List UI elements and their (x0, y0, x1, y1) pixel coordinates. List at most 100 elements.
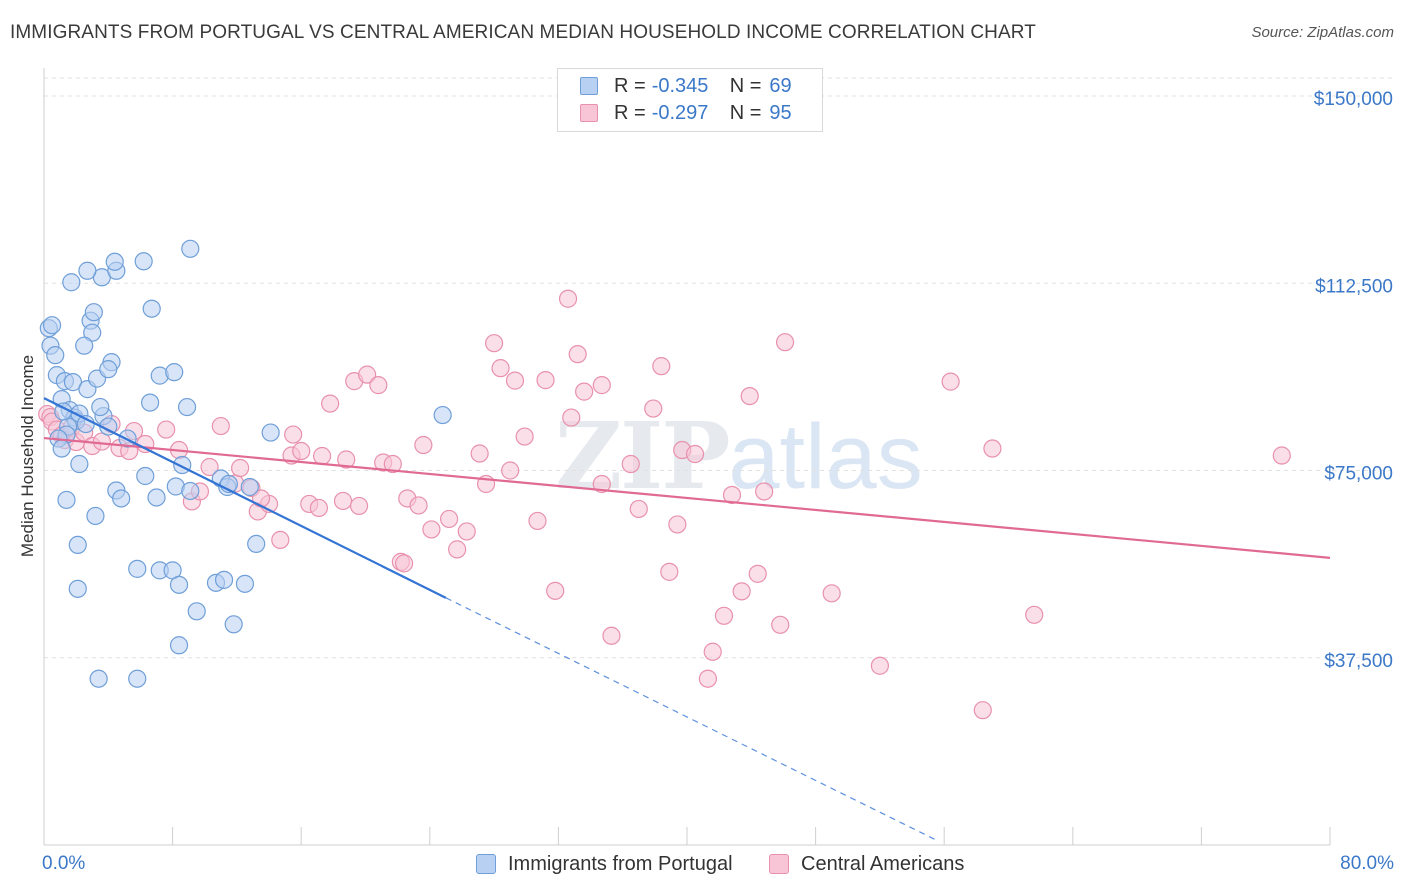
legend-n-label: N = (729, 74, 762, 97)
point-central-americans (337, 450, 356, 469)
legend-n-value: 69 (769, 74, 792, 97)
point-central-americans (870, 656, 890, 675)
point-central-americans (501, 461, 520, 480)
point-portugal (136, 466, 155, 486)
point-portugal (181, 481, 200, 501)
y-tick-label: $37,500 (1324, 651, 1393, 672)
point-central-americans (394, 554, 414, 573)
y-tick-label: $112,500 (1315, 276, 1393, 297)
x-tick-label-min: 0.0% (42, 853, 85, 874)
point-portugal (224, 615, 243, 634)
point-central-americans (321, 394, 340, 413)
point-central-americans (470, 444, 489, 463)
point-portugal (86, 506, 105, 526)
point-central-americans (973, 701, 992, 720)
trend-extension-portugal (445, 597, 937, 841)
point-central-americans (369, 376, 388, 395)
legend-swatch-portugal (580, 77, 598, 95)
point-central-americans (457, 522, 476, 541)
point-portugal (57, 490, 76, 510)
point-central-americans (621, 454, 640, 474)
point-central-americans (414, 435, 433, 455)
legend-swatch-central-americans (769, 854, 789, 874)
point-central-americans (448, 540, 467, 559)
legend-row-portugal: R = -0.345 N = 69 (580, 74, 792, 98)
point-central-americans (271, 530, 290, 550)
point-central-americans (822, 584, 841, 603)
point-portugal (261, 423, 280, 442)
point-central-americans (562, 408, 581, 427)
point-portugal (46, 346, 65, 365)
point-central-americans (983, 439, 1002, 458)
point-portugal (177, 397, 197, 417)
legend-r-label: R = (614, 101, 646, 124)
point-central-americans (703, 642, 722, 661)
point-portugal (52, 439, 71, 458)
stats-legend: R = -0.345 N = 69 R = -0.297 N = 95 (557, 68, 823, 132)
point-central-americans (485, 334, 504, 353)
point-central-americans (602, 626, 621, 645)
legend-item-portugal[interactable]: Immigrants from Portugal (476, 852, 733, 876)
point-central-americans (740, 386, 759, 406)
point-portugal (181, 239, 200, 258)
source-credit: Source: ZipAtlas.com (1251, 24, 1394, 41)
point-central-americans (383, 454, 402, 474)
point-portugal (433, 405, 452, 425)
point-portugal (63, 373, 83, 392)
point-portugal (134, 252, 153, 271)
point-portugal (169, 575, 189, 594)
point-central-americans (644, 399, 663, 418)
point-portugal (235, 574, 255, 593)
point-central-americans (312, 446, 332, 466)
point-central-americans (558, 289, 578, 308)
point-portugal (140, 393, 160, 412)
point-central-americans (136, 434, 155, 454)
point-central-americans (771, 615, 790, 634)
point-central-americans (941, 372, 960, 391)
legend-r-label: R = (614, 74, 646, 97)
point-central-americans (422, 520, 441, 539)
point-central-americans (732, 582, 751, 601)
point-central-americans (575, 382, 594, 401)
legend-swatch-central-americans (580, 104, 598, 122)
point-portugal (240, 477, 259, 497)
point-central-americans (1272, 446, 1291, 465)
point-central-americans (292, 441, 311, 461)
point-portugal (83, 323, 102, 342)
point-portugal (42, 316, 62, 335)
point-portugal (112, 489, 131, 508)
point-portugal (89, 669, 108, 688)
point-central-americans (157, 420, 176, 439)
point-portugal (142, 299, 161, 318)
point-central-americans (284, 425, 303, 444)
point-portugal (91, 397, 110, 417)
point-central-americans (714, 606, 734, 625)
point-central-americans (546, 581, 565, 600)
trend-line-portugal (43, 397, 447, 599)
point-portugal (99, 360, 118, 379)
point-portugal (147, 488, 166, 507)
point-central-americans (491, 359, 510, 378)
point-central-americans (685, 444, 705, 464)
x-tick-label-max: 80.0% (1340, 853, 1394, 874)
point-central-americans (568, 345, 587, 364)
point-central-americans (1025, 605, 1044, 624)
point-central-americans (592, 376, 611, 395)
point-central-americans (309, 498, 328, 518)
point-central-americans (755, 482, 774, 501)
gridlines (44, 77, 1395, 659)
point-central-americans (505, 371, 525, 390)
point-central-americans (629, 499, 648, 519)
y-tick-label: $75,000 (1324, 464, 1393, 485)
points-portugal (39, 239, 452, 688)
watermark: ZIPatlas (555, 402, 923, 510)
point-portugal (70, 454, 89, 474)
point-central-americans (200, 457, 219, 477)
point-central-americans (652, 357, 671, 376)
legend-item-central-americans[interactable]: Central Americans (769, 852, 964, 876)
point-central-americans (211, 416, 230, 436)
point-central-americans (333, 491, 353, 511)
point-central-americans (231, 458, 250, 478)
trend-lines (43, 397, 1331, 599)
